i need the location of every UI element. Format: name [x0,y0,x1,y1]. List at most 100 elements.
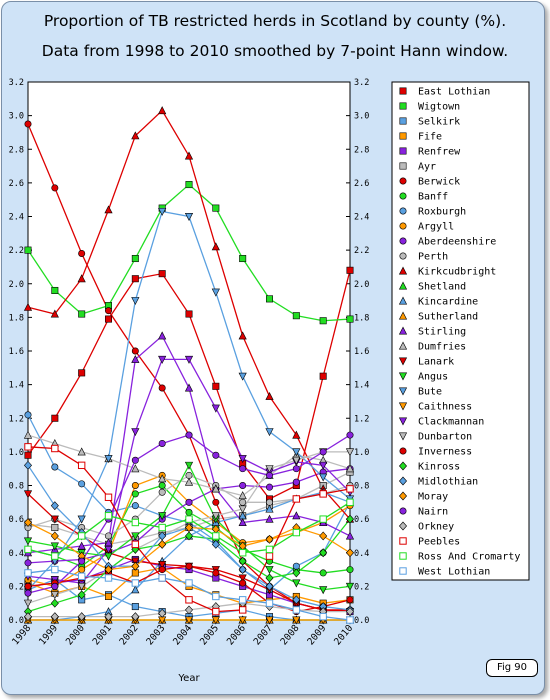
data-point-east-lothian [158,270,166,278]
chart-title-line-1: Proportion of TB restricted herds in Sco… [43,12,507,30]
y-tick-label-right: 0.8 [354,482,369,492]
legend-swatch-argyll [399,222,407,230]
data-point-east-lothian [185,310,193,318]
data-point-moray [50,531,59,541]
legend-label-kincardine: Kincardine [418,297,478,308]
data-point-moray [345,548,355,558]
legend-swatch-banff [399,192,407,200]
data-point-stirling [104,538,113,547]
data-point-lanark [238,574,247,583]
data-point-caithness [265,616,274,625]
data-point-midlothian [292,595,301,605]
data-point-orkney [104,612,113,622]
legend-swatch-dunbarton [398,432,408,441]
data-point-roxburgh [292,562,300,570]
data-point-ross-and-cromarty [238,549,247,557]
y-tick-label-left: 1.4 [9,381,24,391]
data-point-peebles [265,552,274,560]
x-tick-label: 2004 [171,623,194,648]
legend-swatch-bute [398,387,408,396]
data-point-peebles [51,444,59,453]
data-point-kirkcudbright [104,205,113,214]
legend-swatch-clackmannan [398,417,408,426]
data-point-kinross [184,531,194,541]
data-point-peebles [131,540,140,549]
data-point-midlothian [23,460,33,470]
data-point-wigtown [212,204,220,212]
legend-swatch-roxburgh [399,207,407,215]
x-axis-title: Year [177,673,200,684]
data-point-inverness [239,579,247,587]
data-point-peebles [24,443,32,451]
data-point-bute [211,288,220,297]
data-point-east-lothian [319,372,327,380]
data-point-moray [23,518,33,527]
y-tick-label-left: 1.2 [9,414,24,424]
legend-box [391,81,530,581]
data-point-angus [319,586,328,595]
data-point-dumfries [345,464,355,473]
data-point-kincardine [265,504,274,513]
data-point-perth [239,498,247,506]
data-point-perth [158,488,166,496]
data-point-lanark [131,557,140,566]
data-point-nairn [24,589,32,597]
data-point-ross-and-cromarty [265,545,274,554]
legend-label-clackmannan: Clackmannan [418,417,484,428]
data-point-lanark [23,490,33,499]
y-tick-label-right: 1.0 [354,448,369,458]
data-point-stirling [184,383,194,392]
data-point-orkney [131,612,140,622]
data-point-midlothian [238,565,247,575]
data-point-ross-and-cromarty [77,532,86,540]
data-point-kincardine [131,585,140,594]
x-tick-label: 1999 [37,623,60,648]
data-point-moray [184,523,194,532]
legend-swatch-west-lothian [399,567,407,575]
data-point-midlothian [265,581,274,591]
legend-swatch-ross-and-cromarty [399,552,407,560]
data-point-east-lothian [131,275,139,283]
data-point-peebles [212,607,220,616]
data-point-kirkcudbright [292,430,301,439]
data-point-angus [131,532,140,541]
data-point-berwick [78,249,86,257]
data-point-angus [345,582,355,591]
data-point-orkney [184,605,194,615]
x-tick-label: 2008 [278,623,301,648]
data-point-inverness [212,569,220,577]
data-point-west-lothian [77,572,86,580]
legend-label-wigtown: Wigtown [418,102,460,113]
legend-label-kinross: Kinross [418,462,460,473]
legend-swatch-midlothian [398,476,408,486]
y-tick-label-left: 0.6 [9,515,24,525]
data-point-argyll [78,566,86,574]
data-point-clackmannan [184,355,194,364]
data-point-clackmannan [238,455,247,464]
legend-label-dumfries: Dumfries [418,342,466,353]
data-point-dumfries [23,430,33,439]
data-point-inverness [158,566,166,574]
data-point-ross-and-cromarty [24,545,32,554]
data-point-dumfries [131,464,140,473]
legend-label-sutherland: Sutherland [418,312,478,323]
data-point-perth [265,498,273,506]
data-point-orkney [345,607,355,617]
legend-label-selkirk: Selkirk [418,117,460,128]
data-point-ayr [51,524,59,532]
data-point-kirkcudbright [158,106,167,115]
data-point-nairn [265,471,273,479]
legend: East Lothian Wigtown Selkirk Fife Renfrew Ayr… [398,87,520,578]
legend-swatch-berwick [399,177,407,185]
data-point-west-lothian [185,579,193,587]
data-point-dumfries [238,491,247,500]
legend-label-roxburgh: Roxburgh [418,207,466,218]
y-tick-label-right: 2.4 [354,213,369,223]
data-point-berwick [51,184,59,192]
data-point-west-lothian [265,599,274,607]
data-point-angus [292,579,301,588]
data-point-angus [265,566,274,575]
data-point-aberdeenshire [185,498,193,506]
data-point-ross-and-cromarty [292,528,301,537]
